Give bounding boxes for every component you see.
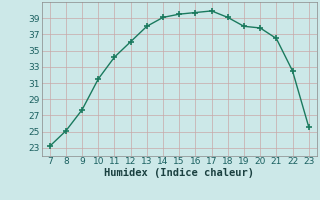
X-axis label: Humidex (Indice chaleur): Humidex (Indice chaleur) [104,168,254,178]
